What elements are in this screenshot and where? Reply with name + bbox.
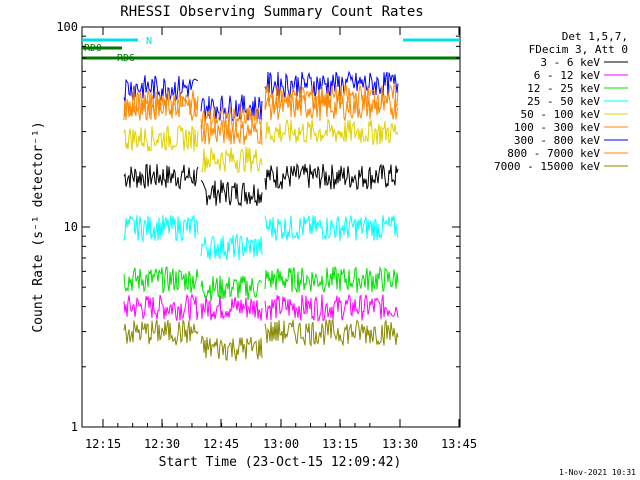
series-line: [123, 70, 399, 122]
series-line: [123, 214, 399, 261]
series-line: [123, 265, 399, 302]
flag-label: RD0: [84, 43, 102, 54]
x-tick-label: 12:45: [203, 437, 239, 451]
x-tick-labels: 12:15 12:30 12:45 13:00 13:15 13:30 13:45: [85, 437, 477, 451]
flag-label: RD6: [117, 53, 135, 64]
legend-item-label: 12 - 25 keV: [527, 82, 600, 95]
y-tick-label: 1: [71, 420, 78, 434]
legend-item-label: 25 - 50 keV: [527, 95, 600, 108]
legend-item-label: 300 - 800 keV: [514, 134, 600, 147]
legend-item-label: 3 - 6 keV: [540, 56, 600, 69]
legend-item-label: 50 - 100 keV: [521, 108, 601, 121]
x-tick-label: 12:30: [144, 437, 180, 451]
series-layer: [123, 70, 399, 361]
x-tick-label: 13:45: [441, 437, 477, 451]
flag-layer: N RD0 RD6: [82, 36, 460, 64]
series-line: [123, 292, 399, 322]
y-tick-labels: 1 10 100: [56, 20, 78, 434]
flag-label: N: [146, 36, 152, 47]
legend-item-label: 7000 - 15000 keV: [494, 160, 600, 173]
timestamp: 1-Nov-2021 10:31: [559, 468, 636, 477]
series-line: [123, 318, 399, 361]
chart-title: RHESSI Observing Summary Count Rates: [120, 4, 423, 20]
legend-item-label: 800 - 7000 keV: [507, 147, 600, 160]
x-tick-label: 13:15: [322, 437, 358, 451]
x-axis-label: Start Time (23-Oct-15 12:09:42): [159, 455, 402, 470]
plot-area: 1 10 100 12:15 12:30 12:45 13:00 13:15 13:30 13:…: [56, 20, 477, 451]
y-tick-label: 100: [56, 20, 78, 34]
series-line: [123, 162, 399, 208]
legend-header-line-2: FDecim 3, Att 0: [529, 43, 628, 56]
series-line: [123, 118, 399, 173]
y-tick-label: 10: [64, 220, 78, 234]
legend-item-label: 100 - 300 keV: [514, 121, 600, 134]
series-line: [123, 83, 399, 132]
y-axis-label: Count Rate (s⁻¹ detector⁻¹): [31, 121, 46, 332]
x-tick-label: 12:15: [85, 437, 121, 451]
x-tick-label: 13:30: [382, 437, 418, 451]
legend-header-line-1: Det 1,5,7,: [562, 30, 628, 43]
x-tick-label: 13:00: [263, 437, 299, 451]
legend-item-label: 6 - 12 keV: [534, 69, 601, 82]
